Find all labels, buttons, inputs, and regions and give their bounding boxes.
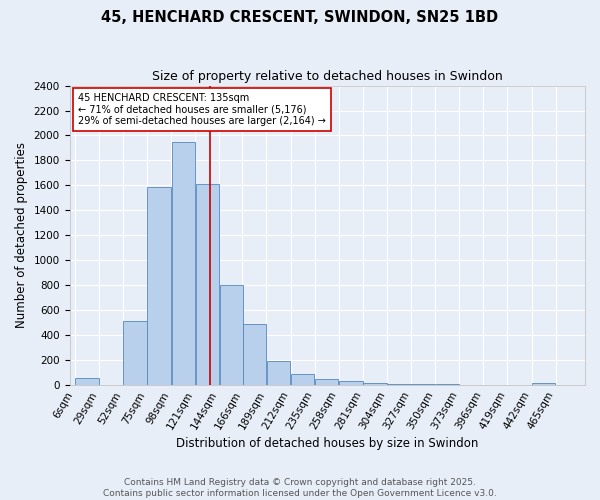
Text: Contains HM Land Registry data © Crown copyright and database right 2025.
Contai: Contains HM Land Registry data © Crown c…: [103, 478, 497, 498]
Bar: [243, 324, 266, 385]
Bar: [75, 378, 98, 385]
Bar: [196, 184, 219, 385]
Bar: [436, 384, 459, 385]
Bar: [388, 384, 411, 385]
Title: Size of property relative to detached houses in Swindon: Size of property relative to detached ho…: [152, 70, 503, 83]
Bar: [148, 186, 171, 385]
Bar: [363, 383, 386, 385]
Bar: [267, 361, 290, 385]
Bar: [532, 383, 556, 385]
Bar: [124, 322, 146, 385]
X-axis label: Distribution of detached houses by size in Swindon: Distribution of detached houses by size …: [176, 437, 478, 450]
Bar: [339, 382, 362, 385]
Bar: [172, 142, 195, 385]
Bar: [220, 286, 243, 385]
Bar: [315, 380, 338, 385]
Text: 45, HENCHARD CRESCENT, SWINDON, SN25 1BD: 45, HENCHARD CRESCENT, SWINDON, SN25 1BD: [101, 10, 499, 25]
Bar: [291, 374, 314, 385]
Y-axis label: Number of detached properties: Number of detached properties: [15, 142, 28, 328]
Text: 45 HENCHARD CRESCENT: 135sqm
← 71% of detached houses are smaller (5,176)
29% of: 45 HENCHARD CRESCENT: 135sqm ← 71% of de…: [78, 93, 326, 126]
Bar: [412, 384, 435, 385]
